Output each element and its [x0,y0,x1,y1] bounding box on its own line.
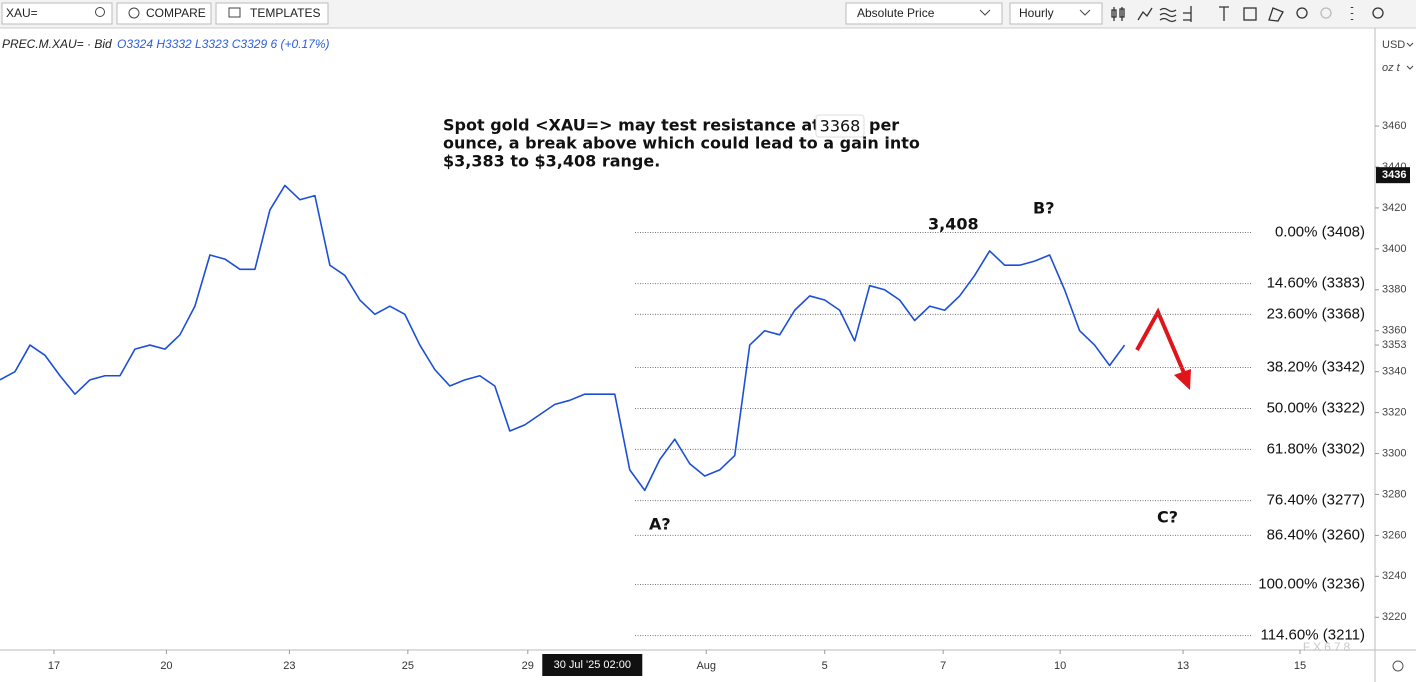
settings-icon[interactable] [1372,7,1384,19]
y-tick-label: 3240 [1382,570,1406,582]
currency-label: USD [1382,39,1405,51]
y-tick-label: 3280 [1382,488,1406,500]
x-tick-label: 20 [160,660,172,672]
axis-settings-icon[interactable] [1392,660,1404,672]
price-line [0,184,1126,492]
price-mode-label: Absolute Price [857,6,935,20]
zoom-in-icon[interactable] [1296,7,1308,19]
high-label: 3,408 [928,215,979,234]
crosshair-label: 30 Jul '25 02:00 [554,659,631,671]
y-tick-label: 3300 [1382,447,1406,459]
price-marker-label: 3353 [1382,339,1406,351]
price-marker-label: 3436 [1382,169,1406,181]
templates-button[interactable] [215,2,329,25]
compare-button[interactable] [116,2,212,25]
y-tick-label: 3400 [1382,243,1406,255]
y-tick-label: 3340 [1382,366,1406,378]
wave-label: A? [649,515,671,534]
fib-label: 100.00% (3236) [1258,575,1365,592]
y-tick-label: 3420 [1382,202,1406,214]
symbol-input[interactable] [1,2,113,25]
toolbar-icons [1111,6,1384,23]
compare-icon [128,7,140,19]
dropdown-arrow [979,9,991,16]
unit-label: oz t [1382,62,1401,74]
note-line: $3,383 to $3,408 range. [443,152,660,171]
crosshair-marker [542,654,643,676]
search-icon [95,7,105,17]
fib-label: 0.00% (3408) [1275,223,1365,240]
line-icon[interactable] [1137,7,1153,21]
y-tick-label: 3320 [1382,406,1406,418]
symbol-text: XAU= [6,6,38,20]
candle-icon[interactable] [1111,7,1125,21]
note-value: 3368 [820,117,861,136]
text-icon[interactable] [1219,6,1229,21]
price-marker [1376,167,1410,184]
y-tick-label: 3260 [1382,529,1406,541]
fib-label: 38.20% (3342) [1267,359,1365,376]
x-tick-label: 10 [1054,660,1066,672]
y-tick-label: 3220 [1382,611,1406,623]
wave-label: B? [1033,199,1054,218]
ohlc-label: O3324 H3332 L3323 C3329 6 (+0.17%) [117,37,330,51]
zoom-out-icon[interactable] [1320,7,1332,19]
x-tick-label: 23 [283,660,295,672]
templates-label: TEMPLATES [250,6,320,20]
watermark: FX678 [1303,640,1353,654]
shape-icon[interactable] [1243,7,1257,21]
interval-label: Hourly [1019,6,1054,20]
x-tick-label: 13 [1177,660,1189,672]
interval-select[interactable] [1009,2,1103,25]
price-mode-select[interactable] [845,2,1003,25]
fib-label: 23.60% (3368) [1267,305,1365,322]
wave-label: C? [1157,508,1178,527]
x-tick-label: 17 [48,660,60,672]
toolbar [0,0,1416,28]
note-line: Spot gold <XAU=> may test resistance at … [443,116,837,135]
projection-arrow [1135,307,1186,374]
compare-label: COMPARE [146,6,206,20]
fib-label: 61.80% (3302) [1267,440,1365,457]
x-tick-label: Aug [696,660,716,672]
x-tick-label: 7 [940,660,946,672]
fib-label: 76.40% (3277) [1267,492,1365,509]
y-tick-label: 3360 [1382,325,1406,337]
fib-label: 86.40% (3260) [1267,526,1365,543]
note-line: per [869,116,899,135]
axis-dropdowns [1406,42,1414,70]
fib-label: 114.60% (3211) [1260,627,1365,644]
instrument-label: PREC.M.XAU= · Bid [2,37,112,51]
draw-icon[interactable] [1268,7,1284,22]
templates-icon [228,7,241,18]
x-tick-label: 15 [1294,660,1306,672]
note-highlight [815,114,865,138]
x-tick-label: 25 [402,660,414,672]
fib-label: 50.00% (3322) [1267,399,1365,416]
level-icon[interactable] [1183,6,1192,22]
y-tick-label: 3460 [1382,120,1406,132]
y-tick-label: 3380 [1382,284,1406,296]
wave-icon[interactable] [1159,7,1177,23]
x-tick-label: 5 [822,660,828,672]
note-line: ounce, a break above which could lead to… [443,134,920,153]
dropdown-arrow [1079,9,1091,16]
x-tick-label: 29 [522,660,534,672]
fib-label: 14.60% (3383) [1267,275,1365,292]
arrow-head [1174,369,1191,390]
